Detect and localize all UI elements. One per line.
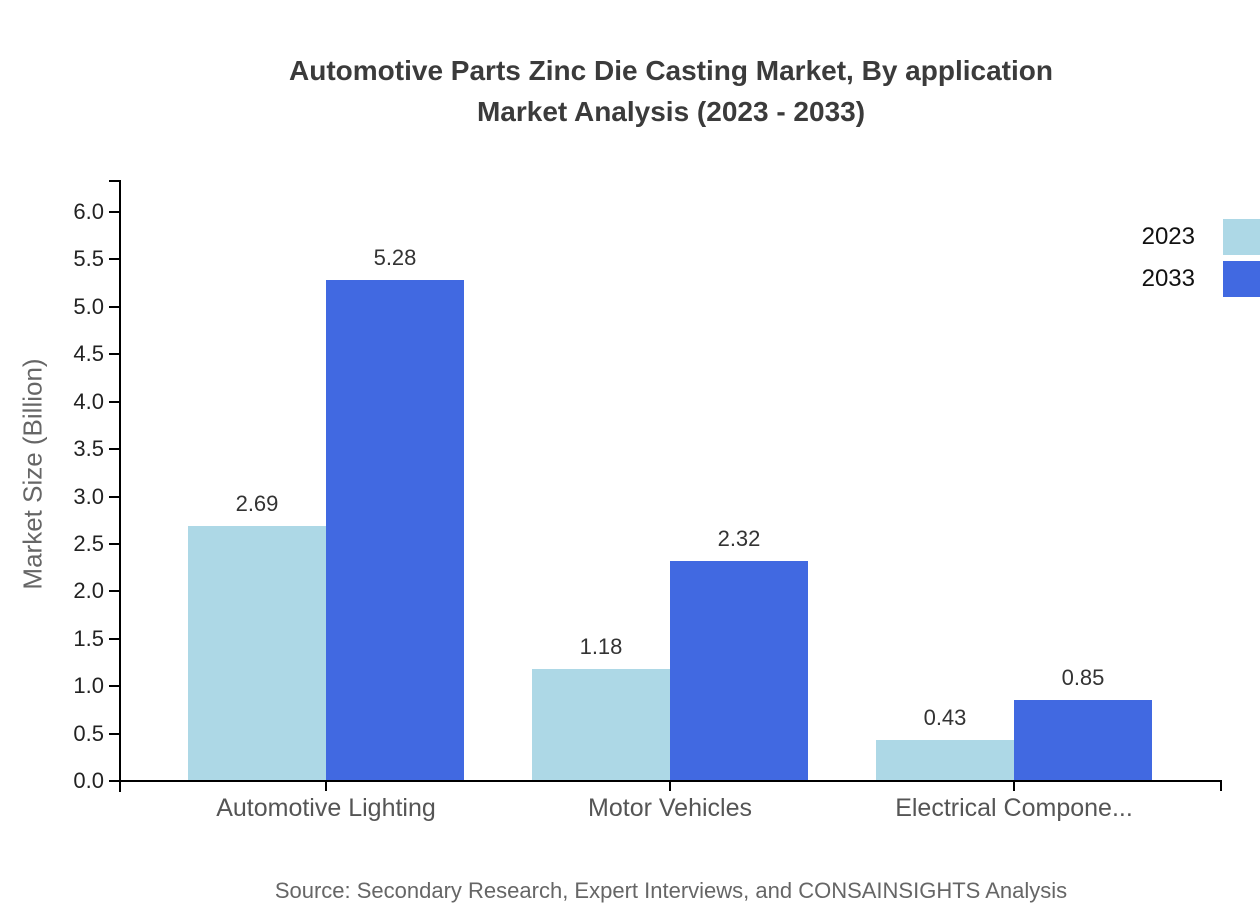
y-tick-label-1.5: 1.5 <box>73 625 104 651</box>
x-tick-electrical-compone <box>1013 781 1015 791</box>
bar-2023-motor-vehicles <box>532 669 670 781</box>
y-tick-4.5 <box>109 353 119 356</box>
y-tick-label-5.0: 5.0 <box>73 293 104 319</box>
y-tick-label-5.5: 5.5 <box>73 246 104 272</box>
x-tick-motor-vehicles <box>669 781 671 791</box>
legend-label-2033: 2033 <box>1141 265 1195 292</box>
y-tick-label-0.0: 0.0 <box>73 768 104 793</box>
x-category-label-motor-vehicles: Motor Vehicles <box>588 794 752 822</box>
x-tick-automotive-lighting <box>325 781 327 791</box>
value-label-2023-motor-vehicles: 1.18 <box>579 634 623 659</box>
y-tick-3.0 <box>109 495 119 498</box>
bar-2023-automotive-lighting <box>188 526 326 781</box>
y-axis-end-tick <box>109 180 119 182</box>
value-label-2023-automotive-lighting: 2.69 <box>235 491 279 516</box>
y-tick-3.5 <box>109 448 119 451</box>
value-label-2023-electrical-compone: 0.43 <box>923 705 967 730</box>
y-tick-label-4.0: 4.0 <box>73 388 104 414</box>
value-label-2033-motor-vehicles: 2.32 <box>717 526 761 551</box>
bar-2033-automotive-lighting <box>326 280 464 781</box>
x-axis-line <box>119 780 1222 782</box>
chart-title: Automotive Parts Zinc Die Casting Market… <box>120 50 1222 132</box>
y-tick-label-6.0: 6.0 <box>73 199 104 224</box>
legend-swatch-2033 <box>1223 261 1260 297</box>
y-tick-4.0 <box>109 400 119 403</box>
legend-swatch-2023 <box>1223 219 1260 255</box>
value-label-2033-automotive-lighting: 5.28 <box>373 245 417 270</box>
chart-title-line2: Market Analysis (2023 - 2033) <box>476 96 866 127</box>
y-tick-0.5 <box>109 732 119 735</box>
y-axis-line <box>119 180 121 792</box>
y-tick-5.0 <box>109 305 119 308</box>
chart-title-line1: Automotive Parts Zinc Die Casting Market… <box>289 55 1053 86</box>
source-note: Source: Secondary Research, Expert Inter… <box>274 878 1068 903</box>
value-label-2033-electrical-compone: 0.85 <box>1061 665 1105 690</box>
y-tick-2.0 <box>109 590 119 593</box>
y-tick-label-4.5: 4.5 <box>73 341 104 367</box>
y-tick-label-1.0: 1.0 <box>73 673 104 699</box>
y-tick-1.0 <box>109 685 119 688</box>
y-tick-label-3.0: 3.0 <box>73 483 104 509</box>
y-tick-0.0 <box>109 780 119 782</box>
legend-label-2023: 2023 <box>1141 223 1195 250</box>
y-tick-label-0.5: 0.5 <box>73 720 104 746</box>
x-category-label-electrical-compone: Electrical Compone... <box>895 794 1133 822</box>
x-axis-end-tick <box>1220 781 1222 791</box>
y-tick-label-3.5: 3.5 <box>73 436 104 462</box>
y-tick-label-2.5: 2.5 <box>73 530 104 556</box>
bar-2033-electrical-compone <box>1014 700 1152 781</box>
y-tick-5.5 <box>109 258 119 261</box>
y-tick-1.5 <box>109 637 119 640</box>
bar-2033-motor-vehicles <box>670 561 808 781</box>
x-category-label-automotive-lighting: Automotive Lighting <box>216 794 436 822</box>
y-tick-2.5 <box>109 542 119 545</box>
bar-2023-electrical-compone <box>876 740 1014 781</box>
y-tick-6.0 <box>109 211 119 213</box>
y-tick-label-2.0: 2.0 <box>73 578 104 604</box>
